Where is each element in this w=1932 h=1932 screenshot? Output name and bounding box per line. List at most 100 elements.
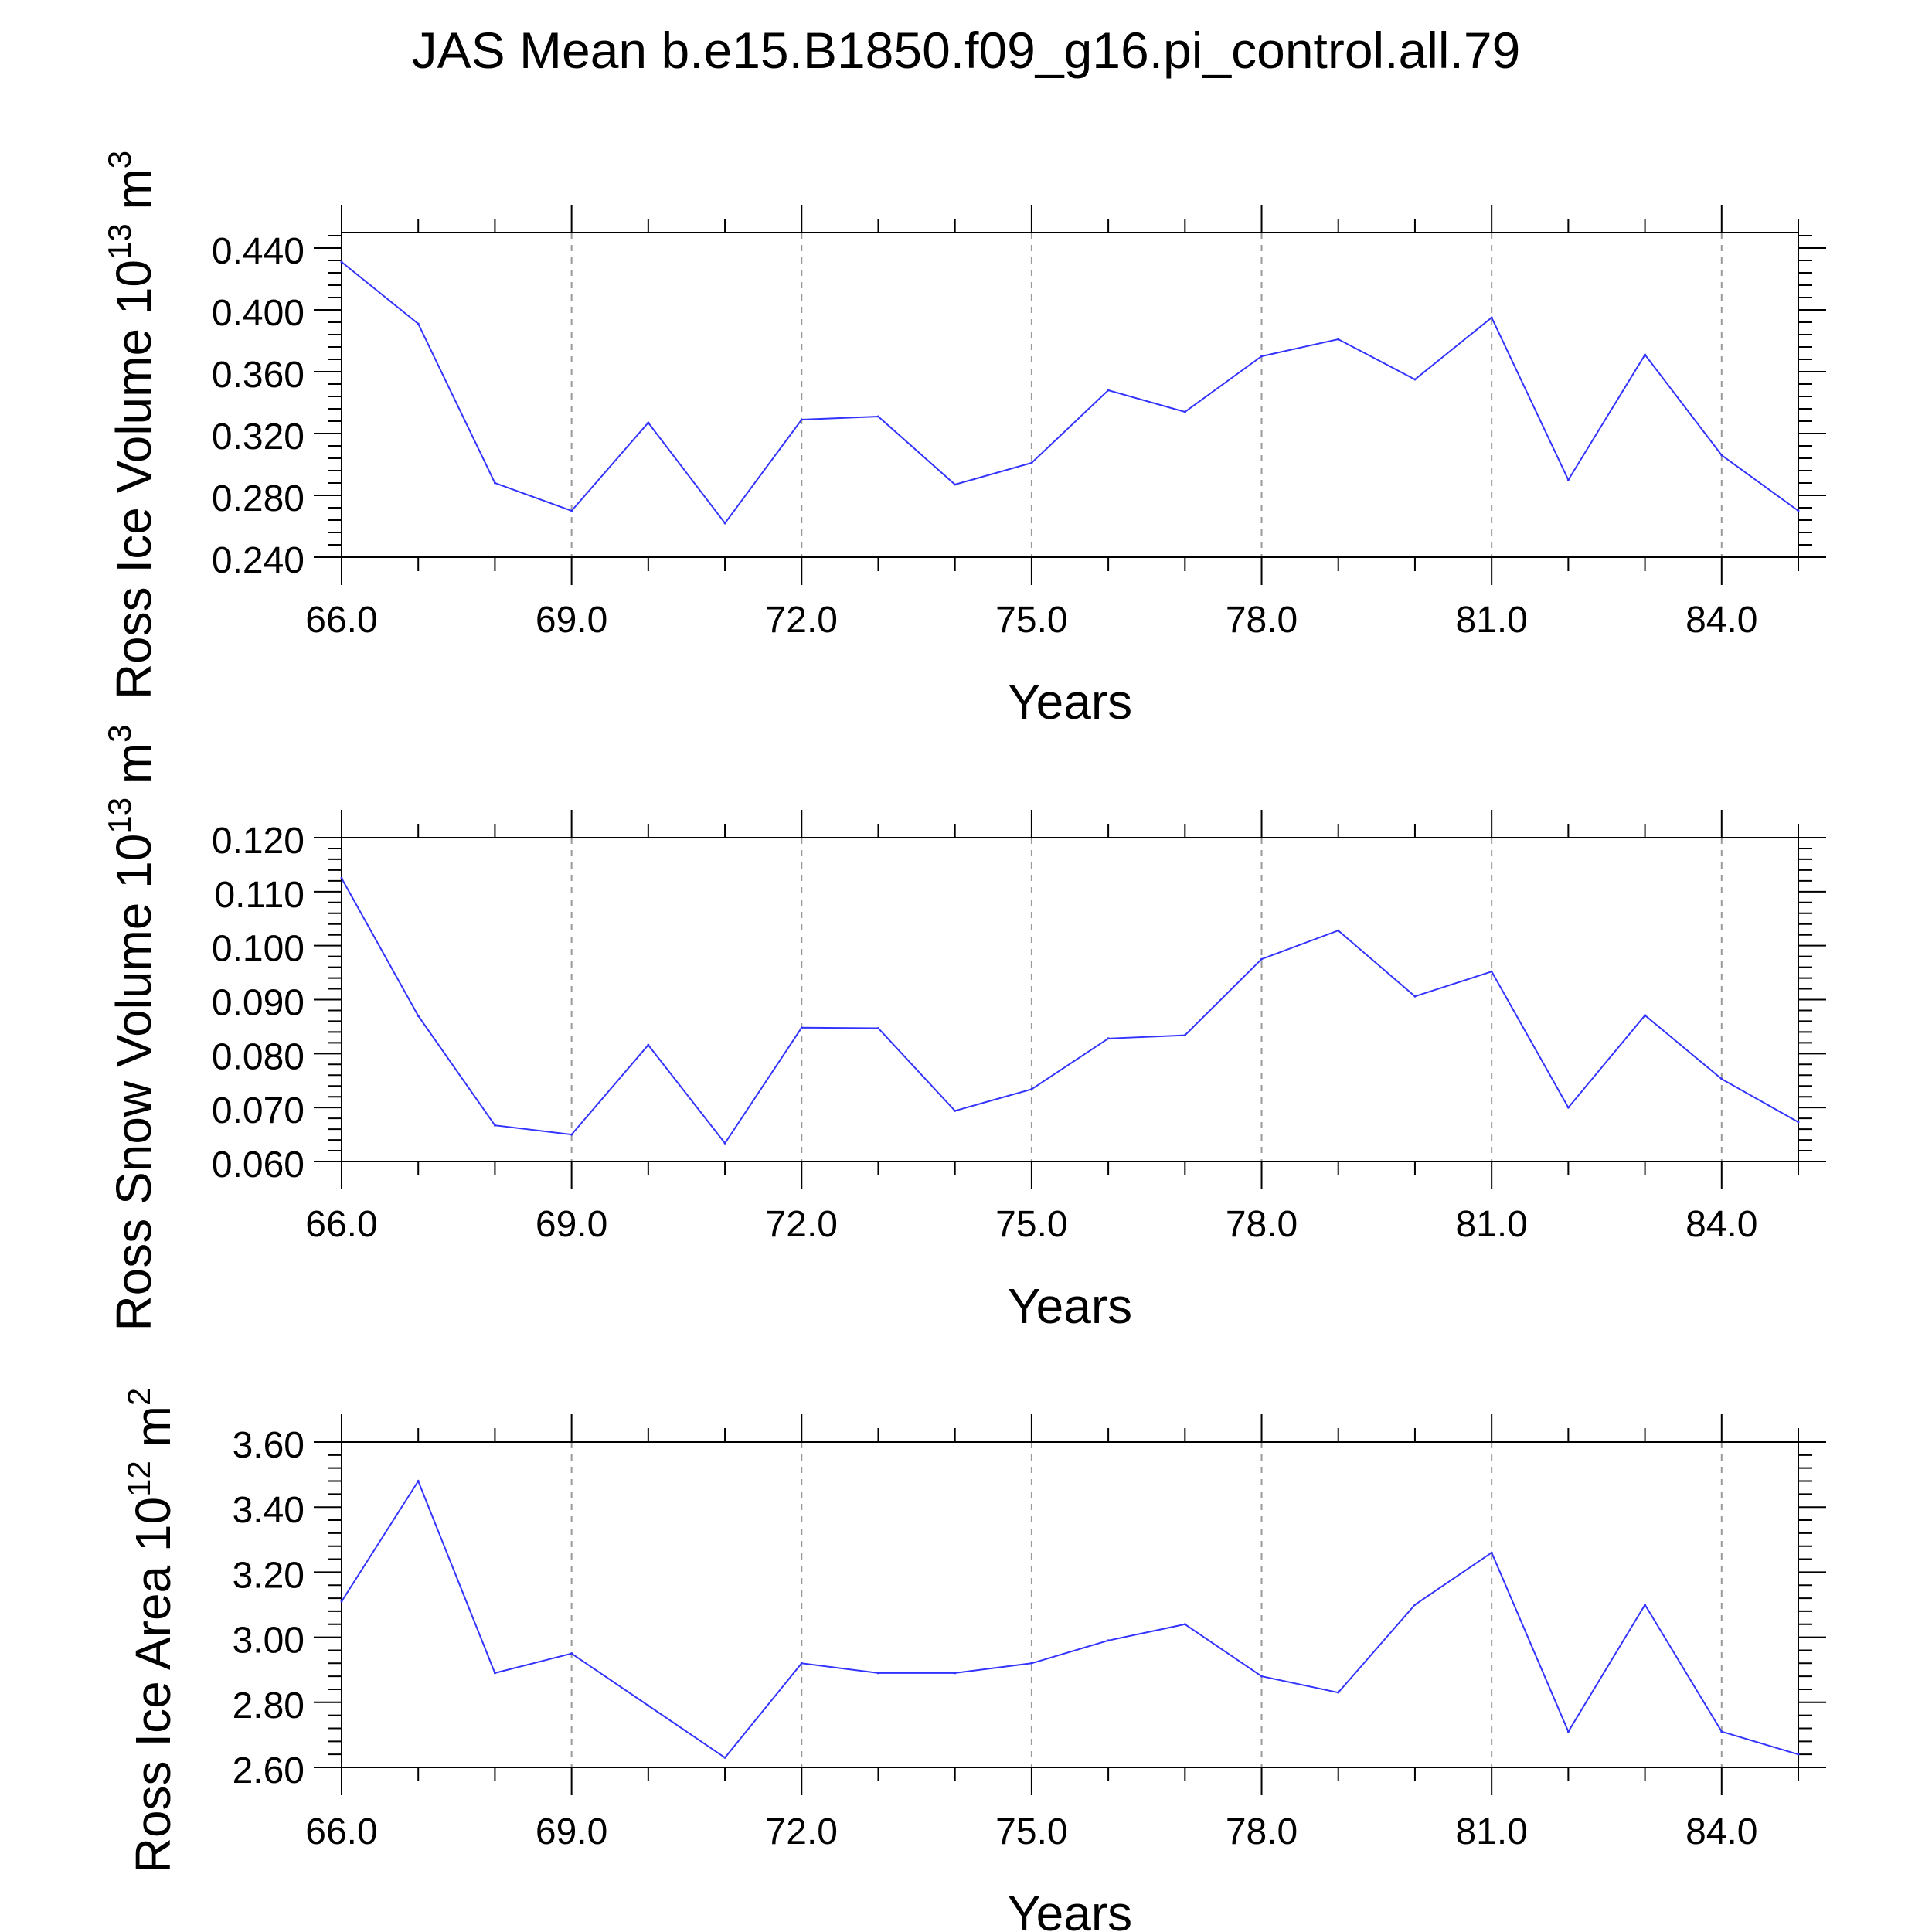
chart-panel-1: 0.240 0.280 0.320 0.360 0.400 0.440 66.0 69.0 72… bbox=[101, 151, 1826, 730]
y-tick-label: 0.440 bbox=[212, 231, 304, 272]
y-tick-label: 2.60 bbox=[233, 1750, 304, 1791]
data-point bbox=[1644, 1014, 1647, 1017]
x-tick-label: 75.0 bbox=[995, 600, 1067, 641]
data-point bbox=[1260, 355, 1264, 358]
y-tick-label: 0.120 bbox=[212, 821, 304, 862]
series-line-1 bbox=[341, 1479, 1799, 1759]
data-point bbox=[340, 876, 343, 879]
y-axis-title-unit: m bbox=[106, 168, 162, 223]
y-tick-label: 0.070 bbox=[212, 1090, 304, 1131]
y-tick-label: 3.20 bbox=[233, 1555, 304, 1596]
x-tick-label: 84.0 bbox=[1685, 600, 1757, 641]
y-axis-title-unit-power: 3 bbox=[101, 151, 138, 168]
data-point bbox=[647, 1704, 650, 1707]
data-point bbox=[1337, 1691, 1340, 1694]
data-point bbox=[1413, 378, 1417, 381]
data-point bbox=[1566, 1106, 1570, 1109]
data-point bbox=[954, 1672, 957, 1675]
data-point bbox=[1107, 1037, 1110, 1040]
y-tick-label: 0.400 bbox=[212, 293, 304, 334]
x-tick-label: 84.0 bbox=[1685, 1811, 1757, 1852]
y-tick-label: 0.110 bbox=[214, 875, 304, 916]
data-point bbox=[1030, 1087, 1033, 1090]
y-axis-title-unit-power: 3 bbox=[101, 724, 138, 742]
data-point bbox=[800, 418, 803, 421]
data-point bbox=[1260, 957, 1264, 961]
data-point bbox=[1260, 1675, 1264, 1678]
data-point bbox=[1720, 1730, 1723, 1733]
figure-title: JAS Mean b.e15.B1850.f09_g16.pi_control.… bbox=[412, 22, 1521, 79]
data-point bbox=[1566, 1730, 1570, 1733]
data-point bbox=[1490, 1551, 1493, 1554]
x-tick-label: 81.0 bbox=[1455, 600, 1527, 641]
x-tick-label: 66.0 bbox=[305, 1204, 377, 1245]
data-point bbox=[1644, 353, 1647, 356]
y-axis-title-exponent: 12 bbox=[121, 1461, 157, 1497]
data-point bbox=[1720, 1077, 1723, 1080]
x-tick-label: 81.0 bbox=[1455, 1811, 1527, 1852]
data-point bbox=[417, 1480, 420, 1483]
y-axis-title-unit-power: 2 bbox=[121, 1388, 157, 1406]
y-tick-label: 0.280 bbox=[212, 478, 304, 519]
data-point bbox=[1797, 1121, 1800, 1124]
y-tick-label: 2.80 bbox=[233, 1685, 304, 1726]
x-tick-label: 66.0 bbox=[305, 1811, 377, 1852]
data-point bbox=[1337, 338, 1340, 341]
chart-panel-2: 0.060 0.070 0.080 0.090 0.100 0.110 0.120 66.0 6… bbox=[101, 724, 1826, 1334]
data-point bbox=[1644, 1604, 1647, 1606]
x-tick-label: 72.0 bbox=[766, 1204, 838, 1245]
x-tick-label: 69.0 bbox=[536, 1811, 607, 1852]
y-axis-title: Ross Snow Volume 1013 m3 bbox=[101, 724, 162, 1331]
x-tick-label: 78.0 bbox=[1226, 1204, 1298, 1245]
data-point bbox=[1490, 316, 1493, 319]
series-line-1 bbox=[341, 261, 1799, 525]
data-point bbox=[1030, 1662, 1033, 1665]
y-axis-title: Ross Ice Area 1012 m2 bbox=[121, 1388, 181, 1874]
data-point bbox=[1413, 1604, 1417, 1606]
data-point bbox=[1107, 1639, 1110, 1642]
x-tick-label: 66.0 bbox=[305, 600, 377, 641]
data-point bbox=[647, 1043, 650, 1046]
data-point bbox=[1107, 389, 1110, 392]
y-tick-label: 3.40 bbox=[233, 1490, 304, 1531]
data-point bbox=[723, 1756, 726, 1759]
plot-frame bbox=[341, 837, 1799, 1162]
data-point bbox=[1183, 1623, 1186, 1626]
data-point bbox=[954, 1109, 957, 1112]
data-point bbox=[1797, 509, 1800, 512]
data-point bbox=[1337, 929, 1340, 932]
data-point bbox=[954, 483, 957, 486]
y-axis-title-main: Ross Ice Area 10 bbox=[125, 1497, 181, 1873]
y-tick-label: 0.100 bbox=[212, 929, 304, 970]
data-point bbox=[1030, 461, 1033, 464]
data-point bbox=[340, 260, 343, 264]
data-point bbox=[340, 1600, 343, 1603]
y-axis-title-unit: m bbox=[106, 743, 162, 798]
data-point bbox=[1720, 454, 1723, 457]
x-tick-label: 75.0 bbox=[995, 1204, 1067, 1245]
data-point bbox=[417, 322, 420, 325]
y-tick-label: 3.00 bbox=[233, 1621, 304, 1662]
y-axis-title-unit: m bbox=[125, 1406, 181, 1461]
x-tick-label: 72.0 bbox=[766, 600, 838, 641]
x-tick-label: 84.0 bbox=[1685, 1204, 1757, 1245]
x-tick-label: 81.0 bbox=[1455, 1204, 1527, 1245]
y-tick-label: 0.060 bbox=[212, 1145, 304, 1185]
y-tick-label: 0.320 bbox=[212, 417, 304, 457]
data-point bbox=[493, 1672, 496, 1675]
x-tick-label: 78.0 bbox=[1226, 600, 1298, 641]
data-point bbox=[570, 1133, 573, 1136]
y-tick-label: 0.240 bbox=[212, 540, 304, 581]
y-tick-label: 0.360 bbox=[212, 355, 304, 396]
plot-frame bbox=[341, 1441, 1799, 1768]
chart-panel-3: 2.60 2.80 3.00 3.20 3.40 3.60 66.0 69.0 72.0 75.0… bbox=[121, 1388, 1826, 1932]
data-point bbox=[1797, 1753, 1800, 1756]
data-point bbox=[723, 522, 726, 525]
data-point bbox=[493, 481, 496, 485]
x-axis-title: Years bbox=[1008, 1278, 1132, 1334]
data-point bbox=[876, 1672, 879, 1675]
x-axis-title: Years bbox=[1008, 674, 1132, 730]
data-point bbox=[1183, 410, 1186, 413]
y-tick-label: 0.090 bbox=[212, 983, 304, 1024]
